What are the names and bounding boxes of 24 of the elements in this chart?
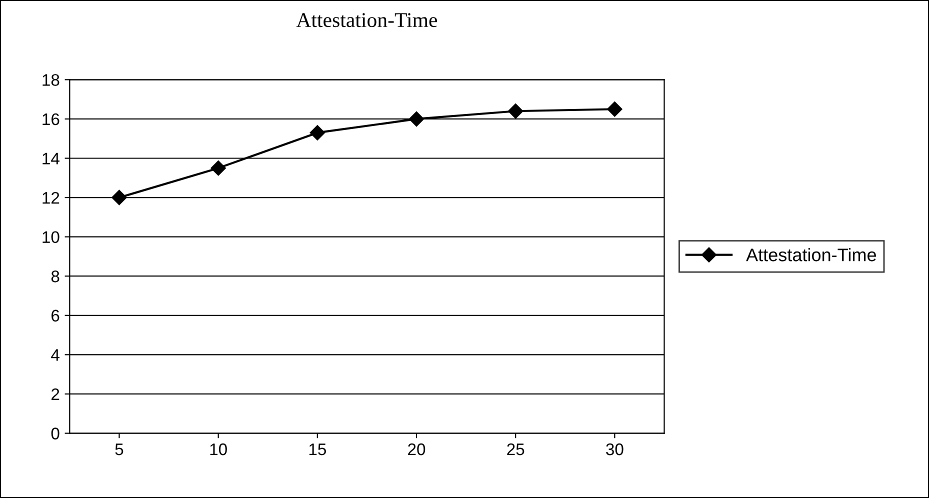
- point: [508, 104, 524, 119]
- x-tick-label: 25: [507, 443, 524, 456]
- y-tick-label: 10: [42, 231, 60, 244]
- point: [112, 190, 127, 206]
- y-tick-label: 6: [52, 310, 60, 322]
- x-tick-label: 5: [115, 444, 124, 456]
- y-tick-label: 0: [51, 428, 60, 440]
- y-tick-label: 4: [51, 349, 60, 361]
- chart-title: Attestation-Time: [296, 13, 438, 28]
- point: [408, 111, 424, 127]
- y-tick-label: 18: [42, 74, 60, 86]
- y-tick-label: 14: [42, 152, 60, 164]
- x-tick-label: 20: [408, 443, 426, 456]
- point: [310, 125, 325, 140]
- y-tick-label: 2: [52, 388, 60, 400]
- legend-label: Attestation-Time: [746, 248, 876, 262]
- point: [210, 160, 226, 176]
- y-tick-label: 12: [42, 192, 60, 204]
- point: [607, 102, 622, 117]
- x-tick-label: 10: [210, 443, 227, 456]
- x-tick-label: 15: [309, 444, 326, 456]
- y-tick-label: 8: [51, 270, 60, 282]
- y-tick-label: 16: [42, 113, 60, 126]
- x-tick-label: 30: [606, 443, 624, 456]
